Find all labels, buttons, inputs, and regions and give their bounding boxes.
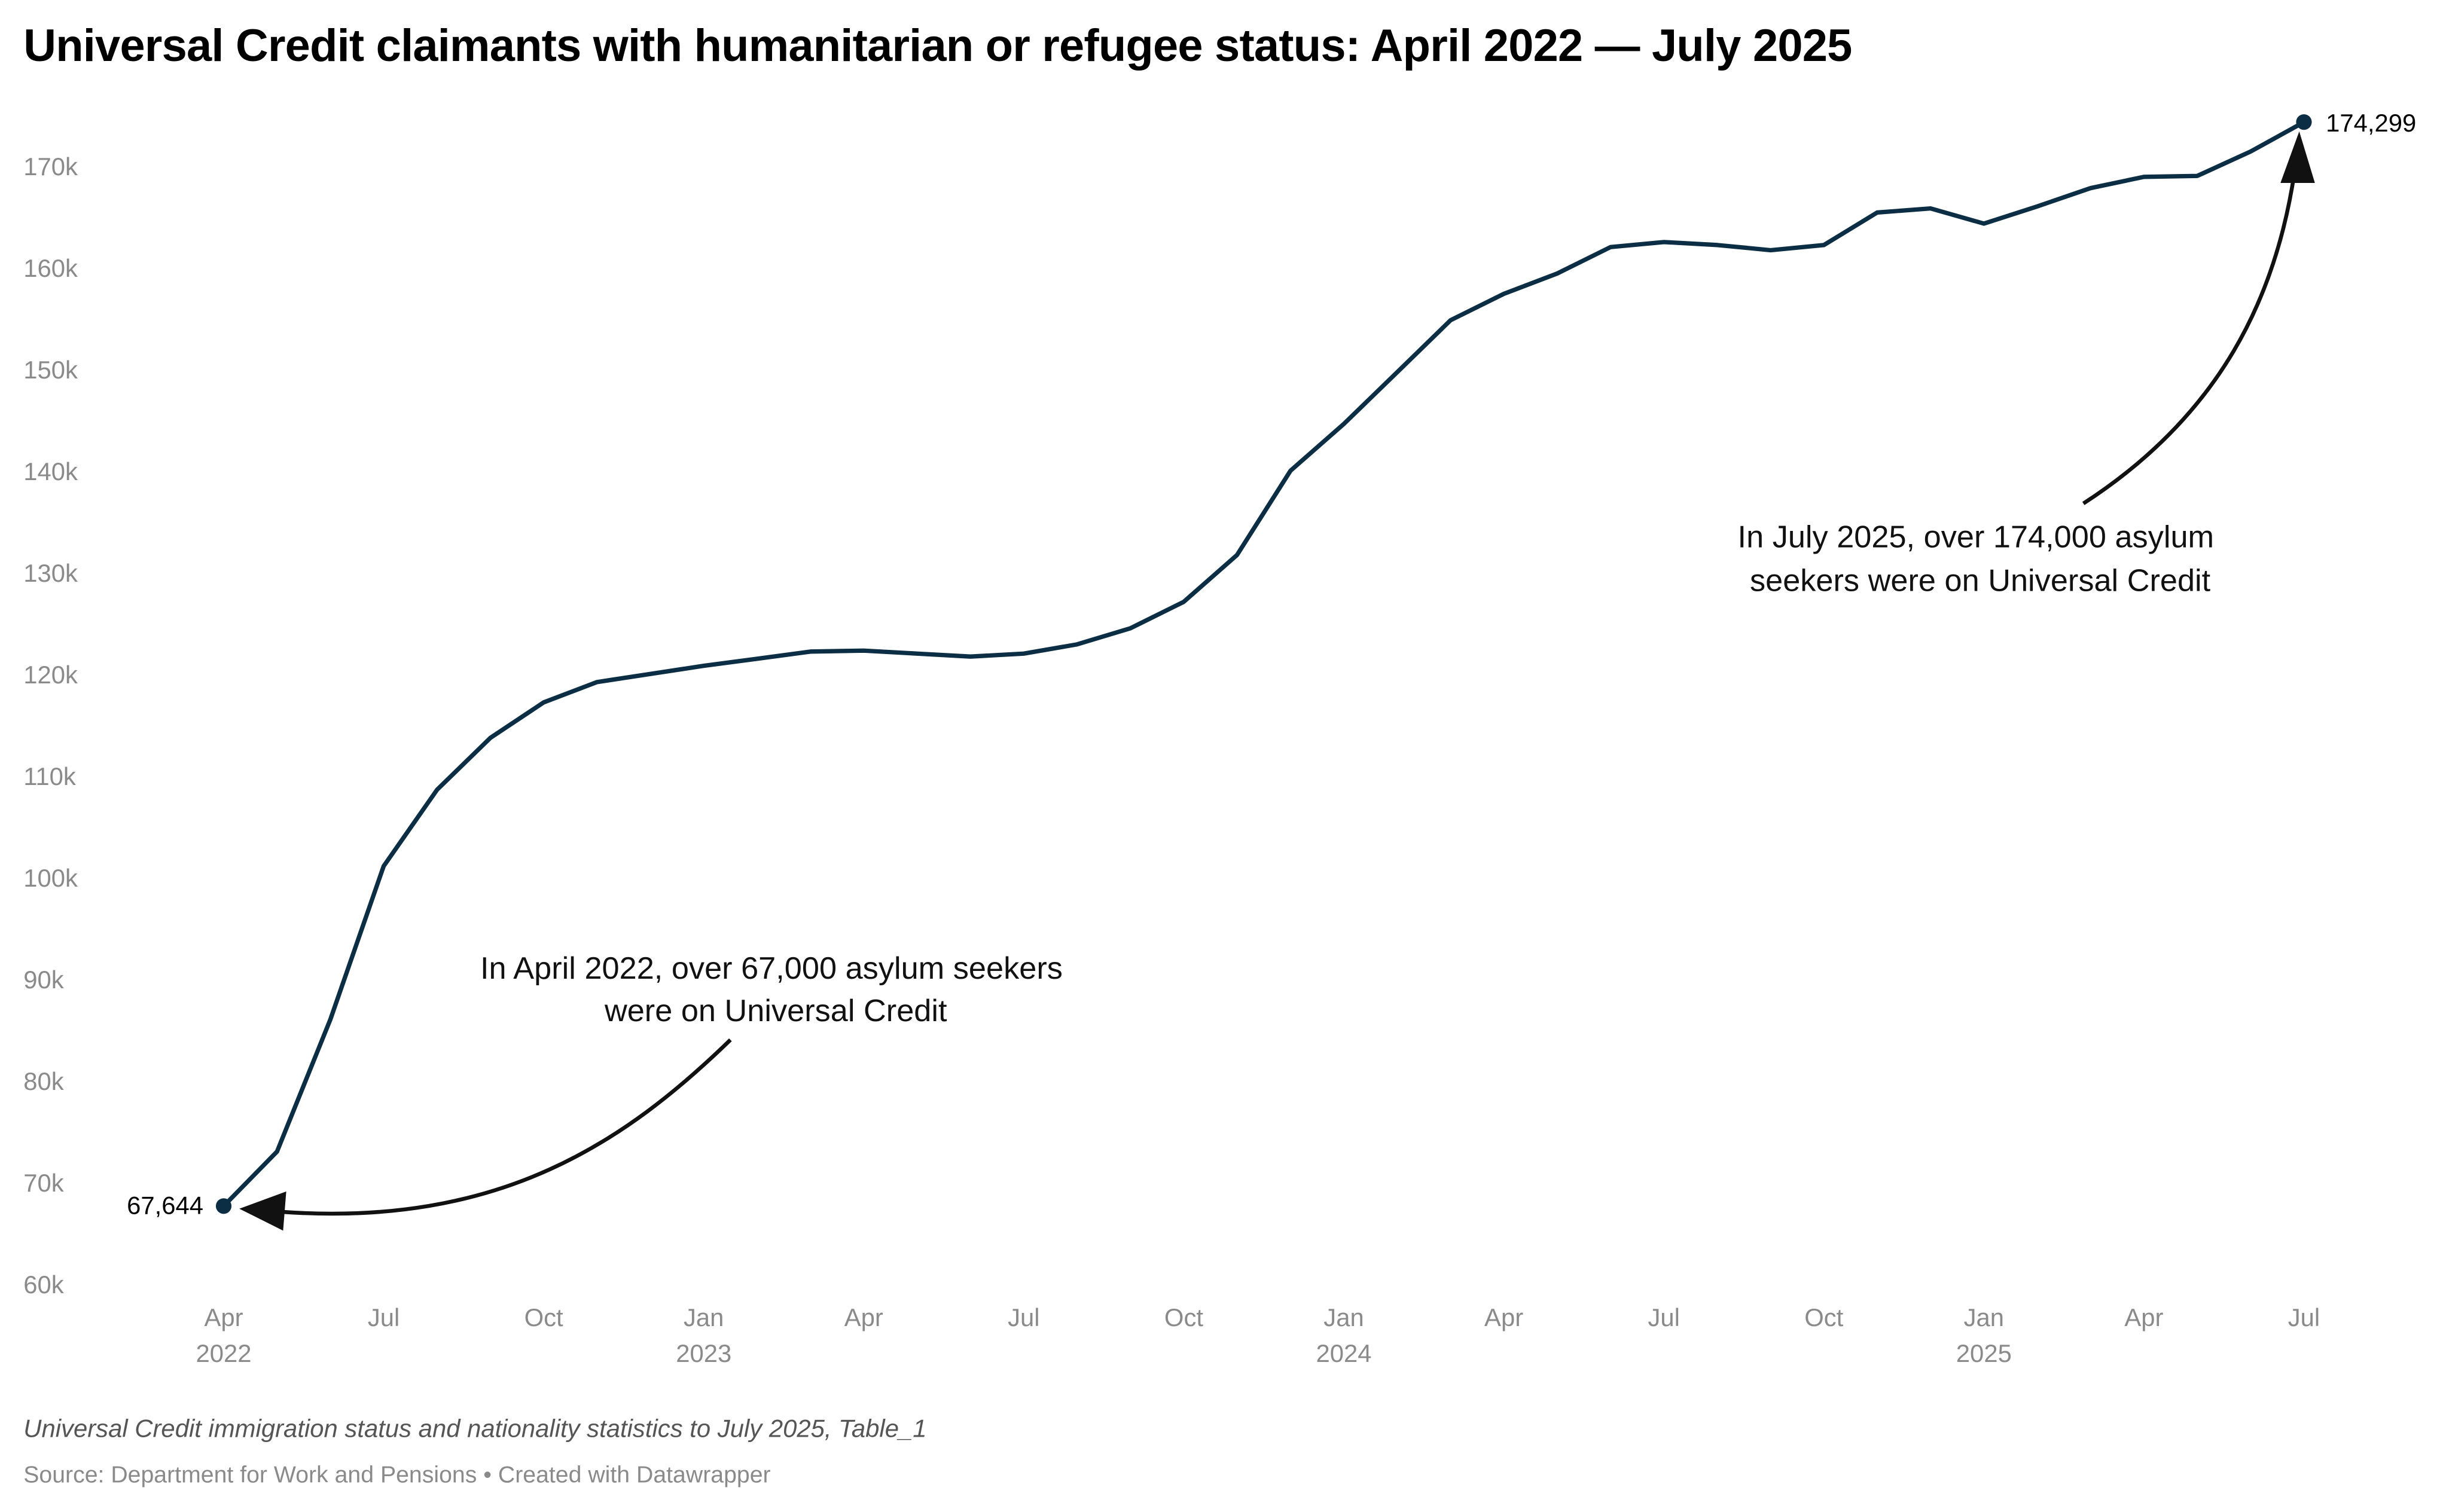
annotation-arrow-start	[281, 1038, 732, 1216]
x-tick-label: Jan	[1964, 1303, 2004, 1331]
x-tick-year: 2022	[196, 1339, 251, 1367]
x-tick-label: Apr	[1484, 1303, 1523, 1331]
chart-title: Universal Credit claimants with humanita…	[23, 22, 1852, 72]
annotation-arrow-end	[2082, 172, 2297, 505]
x-tick-label: Jul	[368, 1303, 399, 1331]
x-tick-label: Oct	[1164, 1303, 1203, 1331]
y-tick-label: 150k	[23, 356, 78, 384]
x-tick-label: Jul	[1648, 1303, 1679, 1331]
x-tick-label: Oct	[524, 1303, 563, 1331]
arrowhead-end	[2280, 131, 2315, 184]
chart-source: Source: Department for Work and Pensions…	[23, 1462, 771, 1489]
y-tick-label: 100k	[23, 864, 78, 892]
y-tick-label: 170k	[23, 152, 78, 181]
x-tick-label: Jan	[1323, 1303, 1364, 1331]
x-tick-label: Jul	[2288, 1303, 2320, 1331]
x-tick-year: 2024	[1316, 1339, 1371, 1367]
y-tick-label: 140k	[23, 457, 78, 485]
x-tick-year: 2025	[1956, 1339, 2012, 1367]
y-tick-label: 80k	[23, 1067, 64, 1095]
first-point[interactable]	[215, 1198, 232, 1214]
x-tick-label: Jul	[1008, 1303, 1039, 1331]
x-axis: Apr 2022 Jul Oct Jan 2023 Apr Jul Oct Jan 2024 Apr J…	[196, 1303, 2320, 1367]
y-tick-label: 160k	[23, 254, 78, 282]
annotation-end-text: In July 2025, over 174,000 asylum seeker…	[1738, 520, 2223, 598]
x-tick-label: Jan	[684, 1303, 724, 1331]
last-point[interactable]	[2296, 114, 2312, 130]
arrowhead-start	[239, 1191, 286, 1231]
y-tick-label: 60k	[23, 1270, 64, 1299]
y-tick-label: 130k	[23, 559, 78, 587]
x-tick-year: 2023	[676, 1339, 731, 1367]
y-tick-label: 120k	[23, 661, 78, 689]
series-line	[222, 120, 2305, 1208]
x-tick-label: Apr	[204, 1303, 243, 1331]
y-axis: 60k 70k 80k 90k 100k 110k 120k 130k 140k 150k 160k…	[23, 152, 78, 1299]
x-tick-label: Oct	[1804, 1303, 1843, 1331]
first-point-label: 67,644	[127, 1191, 203, 1219]
last-point-label: 174,299	[2326, 109, 2416, 137]
x-tick-label: Apr	[844, 1303, 883, 1331]
y-tick-label: 70k	[23, 1169, 64, 1197]
chart-notes: Universal Credit immigration status and …	[23, 1416, 927, 1444]
y-tick-label: 110k	[23, 762, 76, 790]
x-tick-label: Apr	[2124, 1303, 2163, 1331]
y-tick-label: 90k	[23, 966, 64, 994]
annotation-start-text: In April 2022, over 67,000 asylum seeker…	[480, 951, 1071, 1028]
annotations: In April 2022, over 67,000 asylum seeker…	[239, 131, 2315, 1231]
